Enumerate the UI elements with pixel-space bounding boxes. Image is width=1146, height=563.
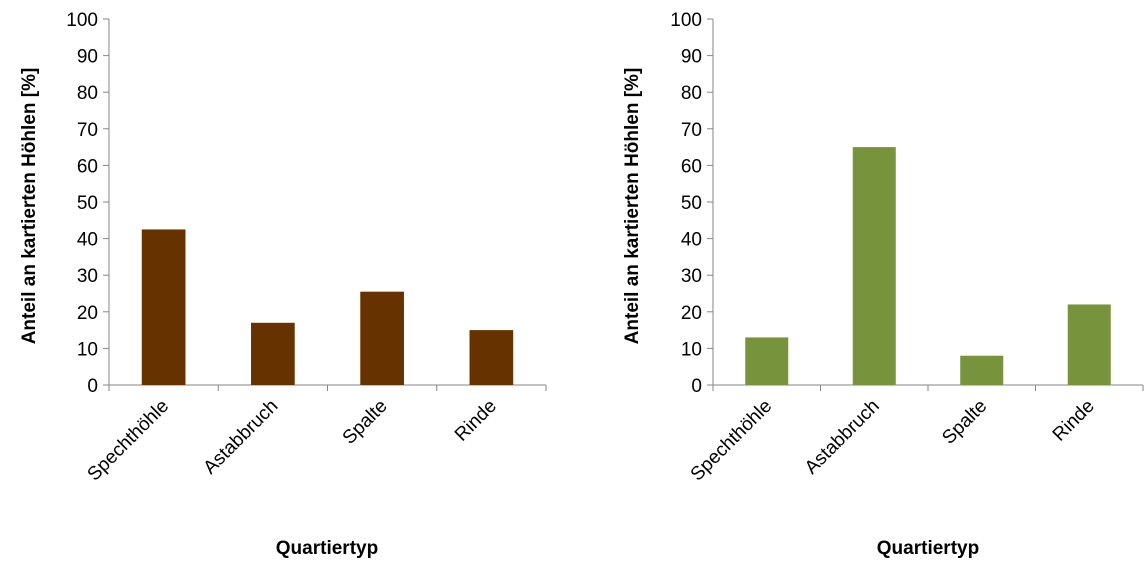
y-tick-label: 60 [681,156,702,177]
x-tick-label: Rinde [451,396,501,446]
chart-right: 0 10 20 30 40 50 60 70 80 90 100 Spechthöhle Astabbr… [622,10,1144,559]
y-tick-label: 80 [681,83,702,104]
x-tick-label: Spechthöhle [84,396,174,486]
bar-spalte [360,291,404,385]
y-tick-label: 100 [66,10,98,31]
y-tick-label: 0 [87,376,98,397]
bar-spechthöhle [745,337,789,385]
y-tick-label: 50 [77,193,98,214]
y-tick-label: 90 [77,47,98,68]
y-tick-label: 90 [681,47,702,68]
bar-rinde [469,330,514,385]
y-axis-title: Anteil an kartierten Höhlen [%] [19,68,40,345]
x-axis-title: Quartiertyp [276,538,378,559]
y-tick-label: 10 [77,339,98,360]
y-tick-label: 60 [77,156,98,177]
x-tick-label: Astabbruch [200,396,283,479]
y-tick-label: 70 [681,120,702,141]
y-tick-label: 0 [691,376,702,397]
y-tick-label: 70 [77,120,98,141]
y-tick-label: 10 [681,339,702,360]
y-tick-label: 50 [681,193,702,214]
y-tick-label: 20 [77,303,98,324]
y-tick-label: 30 [77,266,98,287]
x-tick-label: Rinde [1049,396,1099,446]
y-tick-label: 40 [77,230,98,251]
y-tick-label: 30 [681,266,702,287]
x-axis-title: Quartiertyp [877,538,979,559]
x-tick-label: Spalte [339,396,392,449]
y-tick-label: 20 [681,303,702,324]
y-tick-label: 100 [670,10,702,31]
y-tick-label: 40 [681,230,702,251]
bar-spechthöhle [141,229,186,385]
bar-astabbruch [852,147,896,385]
y-axis-title: Anteil an kartierten Höhlen [%] [622,68,643,345]
x-tick-label: Spechthöhle [687,396,777,486]
bar-spalte [960,355,1004,385]
y-tick-label: 80 [77,83,98,104]
chart-left: 0 10 20 30 40 50 60 70 80 90 100 Spechthöhle Astabbr… [19,10,547,559]
x-tick-label: Spalte [938,396,991,449]
bar-rinde [1067,304,1111,385]
x-tick-label: Astabbruch [801,396,884,479]
bar-astabbruch [251,322,295,385]
